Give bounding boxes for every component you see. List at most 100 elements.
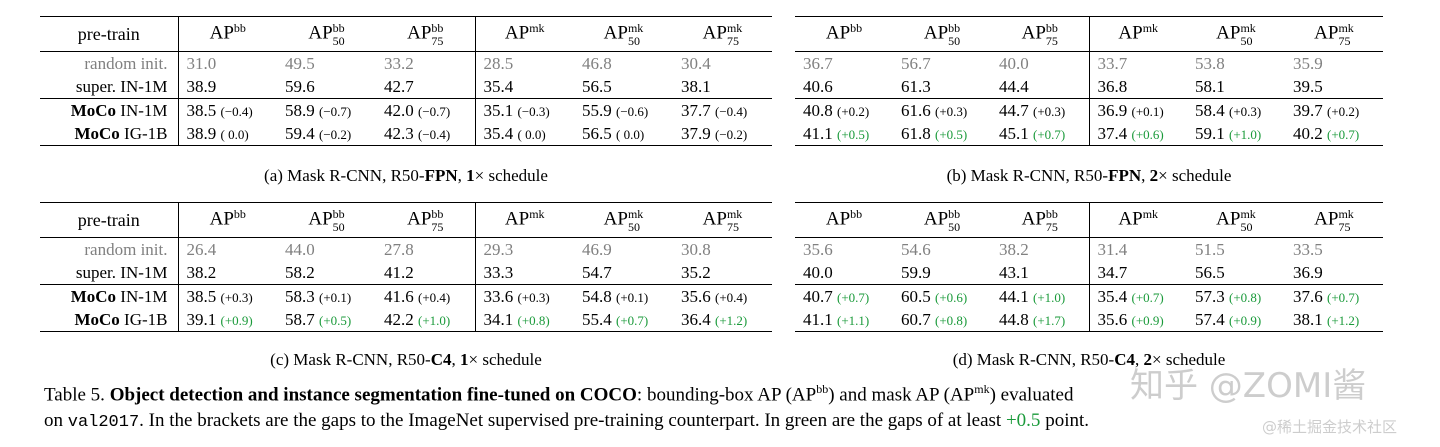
cell-delta: (−0.2) — [319, 126, 352, 142]
cell-delta: (+0.9) — [220, 312, 253, 328]
caption-multiplier: 1 — [460, 350, 469, 369]
caption-text-3: ) evaluated — [989, 384, 1074, 406]
caption-text-2: ) and mask AP (AP — [828, 384, 975, 406]
table-cell: 42.2 (+1.0) — [376, 308, 475, 332]
cell-value: 41.1 — [803, 309, 833, 329]
cell-value: 36.9 — [1293, 262, 1323, 282]
header-ap-mk-50: APmk 50 — [574, 16, 673, 52]
cell-value: 59.9 — [901, 262, 931, 282]
metric-sup: bb — [948, 21, 961, 35]
row-label: MoCo IN-1M — [40, 284, 178, 308]
row-label-text: MoCo — [70, 100, 117, 120]
caption-sep: , — [457, 166, 467, 185]
cell-value: 36.4 — [681, 309, 711, 329]
caption-code: val2017 — [67, 413, 140, 433]
caption-multiplier: 1 — [466, 166, 475, 185]
cell-value: 60.7 — [901, 309, 931, 329]
cell-value: 27.8 — [384, 239, 414, 259]
header-ap-bb-75: APbb 75 — [376, 16, 475, 52]
cell-value: 36.7 — [803, 53, 833, 73]
cell-value: 56.5 — [582, 76, 612, 96]
table-row: 40.7 (+0.7) 60.5 (+0.6) 44.1 (+1.0) 35.4 (+… — [795, 284, 1383, 308]
table-cell: 37.4 (+0.6) — [1088, 122, 1187, 146]
cell-value: 39.7 — [1293, 100, 1323, 120]
cell-value: 35.2 — [681, 262, 711, 282]
cell-value: 42.7 — [384, 76, 414, 96]
cell-value: 58.9 — [285, 100, 315, 120]
table-cell: 36.9 (+0.1) — [1088, 98, 1187, 122]
cell-value: 34.1 — [483, 309, 514, 329]
table-cell: 46.9 — [574, 238, 673, 262]
metric-sub: 75 — [1045, 34, 1058, 48]
cell-value: 44.8 — [999, 309, 1029, 329]
caption-text-6: point. — [1040, 410, 1089, 432]
metric-sup: bb — [850, 207, 863, 221]
caption-suffix: × schedule — [1151, 350, 1226, 369]
cell-delta: (−0.4) — [220, 103, 253, 119]
metric-sub: 75 — [431, 220, 444, 234]
metric-base: AP — [504, 22, 530, 44]
row-label-dataset: IN-1M — [120, 262, 168, 282]
metric-sup: mk — [1142, 21, 1159, 35]
metric-sub — [234, 220, 237, 234]
table-cell: 34.1 (+0.8) — [474, 308, 574, 332]
cell-value: 31.4 — [1097, 239, 1128, 259]
table-cell: 40.2 (+0.7) — [1285, 122, 1383, 146]
cell-value: 39.1 — [186, 309, 217, 329]
table-cell: 31.4 — [1088, 237, 1187, 261]
table-cell: 60.5 (+0.6) — [893, 284, 991, 308]
metric-sup: bb — [332, 207, 345, 221]
table-cell: 58.2 — [277, 261, 376, 285]
row-label-dataset: IN-1M — [120, 286, 168, 306]
table-cell: 59.6 — [277, 75, 376, 99]
cell-value: 61.3 — [901, 76, 931, 96]
metric-sup: mk — [726, 207, 743, 221]
cell-delta: (−0.4) — [418, 126, 451, 142]
pretrain-header: pre-train — [40, 16, 178, 52]
cell-delta: (+0.3) — [935, 103, 968, 119]
cell-value: 59.1 — [1195, 123, 1225, 143]
table-cell: 56.5 — [1187, 261, 1285, 285]
table-cell: 41.2 — [376, 261, 475, 285]
metric-base: AP — [702, 22, 727, 44]
table-cell: 33.6 (+0.3) — [474, 284, 574, 308]
caption-text-1: : bounding-box AP (AP — [636, 384, 817, 406]
table-cell: 56.7 — [893, 52, 991, 76]
cell-delta: (+1.1) — [837, 312, 870, 328]
caption-a: (a) Mask R-CNN, R50-FPN, 1× schedule — [40, 166, 772, 186]
cell-value: 37.7 — [681, 100, 711, 120]
cell-value: 41.1 — [803, 123, 833, 143]
table-cell: 39.1 (+0.9) — [177, 308, 277, 332]
header-ap-mk: APmk — [1088, 16, 1187, 52]
cell-value: 59.6 — [285, 76, 315, 96]
table-cell: 40.8 (+0.2) — [795, 98, 893, 122]
caption-suffix: × schedule — [468, 350, 542, 369]
cell-value: 41.6 — [384, 286, 414, 306]
table-cell: 57.4 (+0.9) — [1187, 308, 1285, 332]
table-cell: 30.8 — [673, 238, 772, 262]
watermark-juejin: @稀土掘金技术社区 — [1262, 418, 1398, 436]
metric-sup: mk — [529, 21, 545, 35]
row-label: random init. — [40, 52, 178, 76]
header-ap-bb-75: APbb 75 — [376, 202, 475, 238]
header-ap-bb-50: APbb 50 — [277, 16, 376, 52]
cell-value: 35.6 — [1097, 309, 1128, 329]
cell-value: 58.1 — [1195, 76, 1225, 96]
cell-delta: (+0.5) — [837, 126, 870, 142]
row-label-text: MoCo — [74, 123, 120, 143]
table-row: MoCo IG-1B 38.9 ( 0.0) 59.4 (−0.2) 42.3 (−0… — [40, 122, 772, 146]
caption-sep: , — [1141, 166, 1150, 185]
cell-delta: (−0.4) — [715, 103, 748, 119]
table-cell: 35.6 (+0.4) — [673, 284, 772, 308]
cell-value: 40.2 — [1293, 123, 1323, 143]
table-a: pre-train APbb APbb 50 APbb 75 APmk APmk 50… — [40, 16, 772, 146]
cell-value: 44.1 — [999, 286, 1029, 306]
table-cell: 55.9 (−0.6) — [574, 98, 673, 122]
cell-value: 57.4 — [1195, 309, 1225, 329]
cell-value: 37.9 — [681, 123, 711, 143]
metric-sub — [1143, 220, 1146, 234]
metric-sub — [850, 220, 853, 234]
cell-value: 38.5 — [186, 286, 217, 306]
metric-sub — [1143, 34, 1146, 48]
metric-sub: 50 — [1240, 34, 1253, 48]
